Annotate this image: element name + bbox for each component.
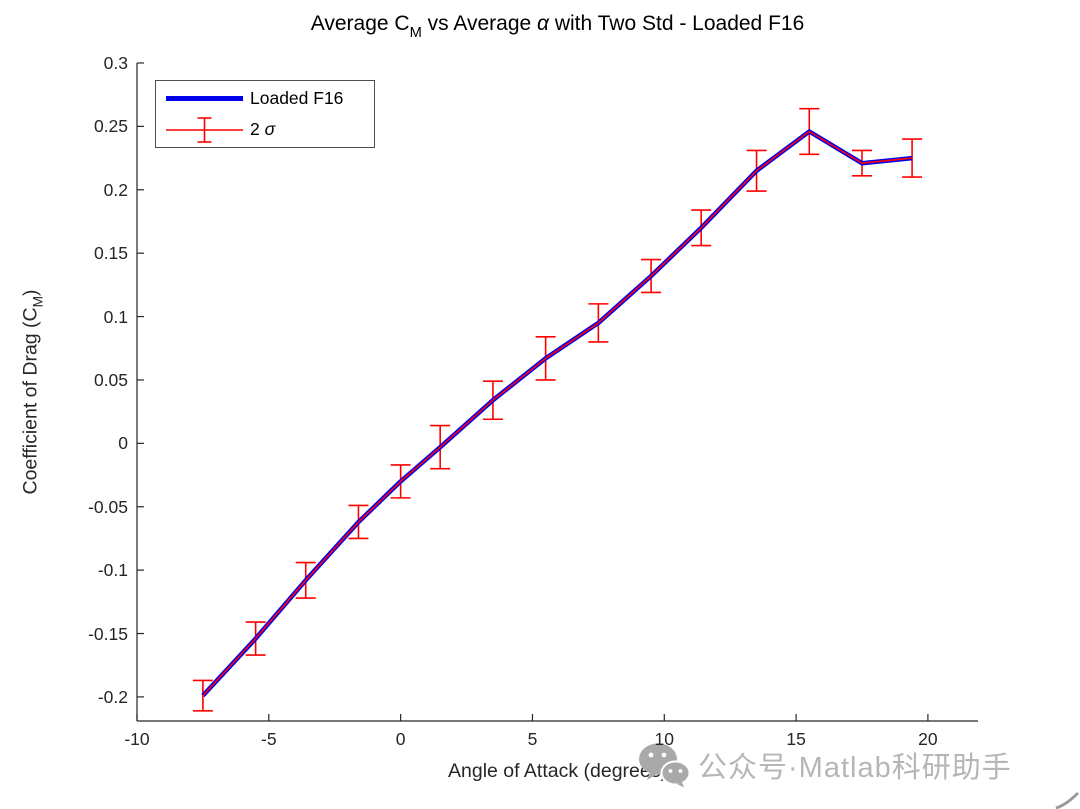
legend-blue-line-swatch xyxy=(166,96,243,101)
corner-mark xyxy=(1055,791,1080,809)
wechat-small-bubble xyxy=(660,760,690,786)
x-tick-label: 5 xyxy=(527,729,538,749)
y-tick-label: 0.05 xyxy=(93,369,128,390)
wechat-small-bubble-tail xyxy=(677,782,684,788)
wechat-bubble-eye xyxy=(668,769,673,773)
wechat-icon xyxy=(639,743,690,788)
x-tick-label: -10 xyxy=(124,729,150,749)
y-tick-label: 0 xyxy=(118,433,128,454)
title-text-1: Average C xyxy=(310,12,410,35)
loaded-f16-line xyxy=(201,129,913,698)
wechat-bubble-eye xyxy=(661,752,667,758)
legend-sigma-symbol: σ xyxy=(264,119,276,139)
title-alpha-symbol: α xyxy=(537,12,549,35)
x-tick-label: -5 xyxy=(261,729,277,749)
y-axis-label-text: Coefficient of Drag (C xyxy=(19,307,42,495)
legend-line-sample xyxy=(166,84,243,114)
legend-entry-2-sigma[interactable]: 2 σ xyxy=(156,114,374,145)
wechat-big-bubble-tail xyxy=(647,772,657,780)
x-axis-label: Angle of Attack (degrees) xyxy=(448,760,667,782)
title-subscript-M: M xyxy=(409,24,422,41)
legend-errorbar-sample xyxy=(166,115,243,145)
legend-box[interactable]: Loaded F16 2 σ xyxy=(155,80,375,148)
y-tick-label: 0.3 xyxy=(103,53,128,73)
chart-title: Average CM vs Average α with Two Std - L… xyxy=(137,12,978,41)
y-tick-label: -0.05 xyxy=(88,496,128,517)
y-tick-label: 0.2 xyxy=(103,179,128,200)
error-series-mean-line xyxy=(202,130,913,697)
y-tick-label: 0.25 xyxy=(93,116,128,137)
title-text-3: with Two Std - Loaded F16 xyxy=(549,12,805,35)
y-tick-label: -0.1 xyxy=(97,560,128,581)
legend-entry-loaded-f16[interactable]: Loaded F16 xyxy=(156,83,374,114)
x-tick-label: 20 xyxy=(918,729,938,749)
legend-label-loaded-f16: Loaded F16 xyxy=(250,88,344,108)
y-tick-label: -0.15 xyxy=(88,623,128,644)
x-tick-label: 0 xyxy=(395,729,406,749)
y-tick-label: 0.1 xyxy=(103,306,128,327)
y-tick-label: -0.2 xyxy=(97,686,128,707)
wechat-bubble-eye xyxy=(648,752,654,758)
watermark: 公众号·Matlab科研助手 xyxy=(638,742,1012,788)
wechat-bubble-eye xyxy=(678,769,683,773)
x-tick-label: 10 xyxy=(654,729,674,749)
x-tick-label: 15 xyxy=(786,729,806,749)
legend-errorbar-glyph xyxy=(166,116,243,143)
y-tick-label: 0.15 xyxy=(93,243,128,264)
legend-label-2-sigma: 2 σ xyxy=(250,119,276,139)
title-text-2: vs Average xyxy=(421,12,538,35)
watermark-text: 公众号·Matlab科研助手 xyxy=(698,752,1012,784)
